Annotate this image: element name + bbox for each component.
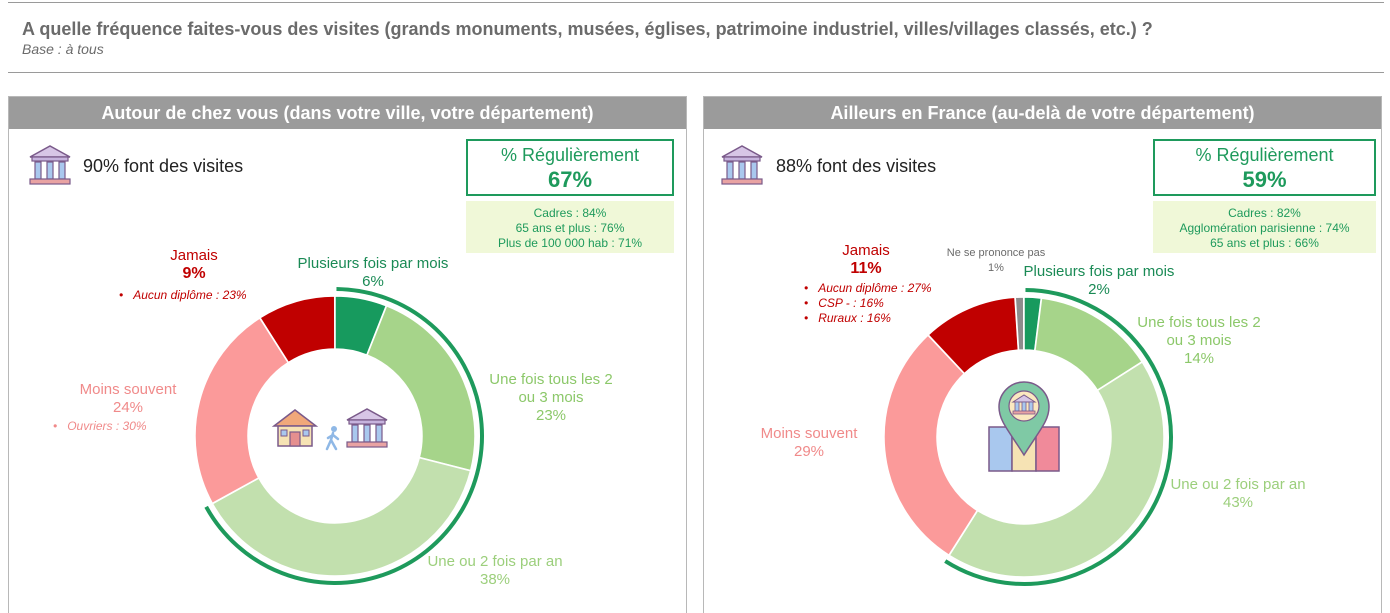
label-jamais: Jamais 9% <box>149 247 239 283</box>
panel-france: Ailleurs en France (au-delà de votre dép… <box>703 96 1382 613</box>
label-nsp-pct: 1% <box>988 262 1004 274</box>
regulierement-details: Cadres : 84% 65 ans et plus : 76% Plus d… <box>466 201 674 253</box>
regulierement-details: Cadres : 82% Agglomération parisienne : … <box>1153 201 1376 253</box>
label-moins-name: Moins souvent <box>760 425 858 442</box>
label-tous23-name2: ou 3 mois <box>518 389 584 406</box>
top-rule <box>8 2 1384 3</box>
label-moins-pct: 29% <box>793 443 825 460</box>
sub-jamais-2: • Ruraux : 16% <box>804 311 891 325</box>
label-unou2-pct: 38% <box>479 571 511 588</box>
sub-jamais-text: CSP - : 16% <box>818 296 884 310</box>
walking-person-icon <box>325 426 340 451</box>
label-unou2-name: Une ou 2 fois par an <box>427 553 563 570</box>
label-unou2-name: Une ou 2 fois par an <box>1170 476 1306 493</box>
label-unou2-pct: 43% <box>1222 494 1254 511</box>
label-tous23-pct: 14% <box>1183 350 1215 367</box>
visits-text: 88% font des visites <box>776 156 937 176</box>
museum-icon <box>721 145 763 185</box>
label-plusieurs-pct: 2% <box>1088 281 1110 298</box>
label-moins: Moins souvent 24% <box>63 381 193 417</box>
label-nsp-name: Ne se prononce pas <box>946 247 1046 259</box>
label-unou2: Une ou 2 fois par an 43% <box>1152 476 1324 512</box>
label-tous23-name1: Une fois tous les 2 <box>489 371 613 388</box>
regulierement-label: % Régulièrement <box>500 145 640 165</box>
label-tous23-name1: Une fois tous les 2 <box>1137 314 1261 331</box>
label-jamais-pct: 11% <box>850 260 882 277</box>
label-plusieurs-pct: 6% <box>362 273 384 290</box>
label-unou2: Une ou 2 fois par an 38% <box>409 553 581 589</box>
museum-icon <box>346 408 388 448</box>
panel-local: Autour de chez vous (dans votre ville, v… <box>8 96 687 613</box>
sub-jamais-0: • Aucun diplôme : 27% <box>804 281 932 295</box>
sub-jamais-text: Aucun diplôme : 23% <box>133 288 247 302</box>
map-pin-icon <box>988 381 1060 472</box>
regulierement-detail: Cadres : 84% <box>533 206 607 220</box>
regulierement-detail: Agglomération parisienne : 74% <box>1179 221 1350 235</box>
label-plusieurs-name: Plusieurs fois par mois <box>297 255 449 272</box>
regulierement-detail: Cadres : 82% <box>1228 206 1301 220</box>
question-title: A quelle fréquence faites-vous des visit… <box>22 19 1153 39</box>
header-rule <box>8 72 1384 73</box>
house-icon <box>271 409 319 447</box>
donut-slice <box>948 360 1165 578</box>
label-plusieurs: Plusieurs fois par mois 2% <box>1009 263 1189 299</box>
regulierement-value: 59% <box>1242 167 1287 192</box>
donut-chart-local <box>194 287 484 585</box>
label-moins-name: Moins souvent <box>79 381 177 398</box>
regulierement-value: 67% <box>547 167 593 192</box>
sub-moins-text: Ouvriers : 30% <box>67 419 147 433</box>
regulierement-box: % Régulièrement 67% <box>466 139 674 196</box>
museum-icon <box>29 145 71 185</box>
label-tous23: Une fois tous les 2 ou 3 mois 23% <box>471 371 631 425</box>
question-base: Base : à tous <box>22 41 104 57</box>
regulierement-detail: Plus de 100 000 hab : 71% <box>497 236 643 250</box>
label-tous23-pct: 23% <box>535 407 567 424</box>
label-jamais-name: Jamais <box>842 242 890 259</box>
sub-jamais-text: Aucun diplôme : 27% <box>818 281 932 295</box>
regulierement-label: % Régulièrement <box>1195 145 1334 165</box>
sub-jamais-0: • Aucun diplôme : 23% <box>119 288 247 302</box>
regulierement-box: % Régulièrement 59% <box>1153 139 1376 196</box>
donut-slice <box>211 456 472 577</box>
sub-moins-0: • Ouvriers : 30% <box>53 419 147 433</box>
label-jamais: Jamais 11% <box>821 242 911 278</box>
sub-jamais-text: Ruraux : 16% <box>818 311 891 325</box>
label-tous23-name2: ou 3 mois <box>1166 332 1232 349</box>
panel-local-title: Autour de chez vous (dans votre ville, v… <box>9 97 686 129</box>
donut-slice <box>1014 296 1025 351</box>
label-moins: Moins souvent 29% <box>744 425 874 461</box>
visits-text: 90% font des visites <box>83 156 244 176</box>
regulierement-detail: 65 ans et plus : 66% <box>1210 236 1319 250</box>
regulierement-detail: 65 ans et plus : 76% <box>515 221 625 235</box>
label-jamais-name: Jamais <box>170 247 218 264</box>
panel-france-title: Ailleurs en France (au-delà de votre dép… <box>704 97 1381 129</box>
label-tous23: Une fois tous les 2 ou 3 mois 14% <box>1119 314 1279 368</box>
label-plusieurs-name: Plusieurs fois par mois <box>1023 263 1175 280</box>
donut-chart-france <box>883 288 1173 586</box>
regulierement-arc <box>944 288 1173 586</box>
label-nsp: Ne se prononce pas 1% <box>936 247 1056 275</box>
label-jamais-pct: 9% <box>182 265 206 282</box>
donut-slice <box>194 316 290 505</box>
donut-slice <box>258 295 336 364</box>
label-moins-pct: 24% <box>112 399 144 416</box>
regulierement-arc <box>204 287 484 585</box>
label-plusieurs: Plusieurs fois par mois 6% <box>283 255 463 291</box>
sub-jamais-1: • CSP - : 16% <box>804 296 884 310</box>
donut-slice <box>883 334 979 557</box>
